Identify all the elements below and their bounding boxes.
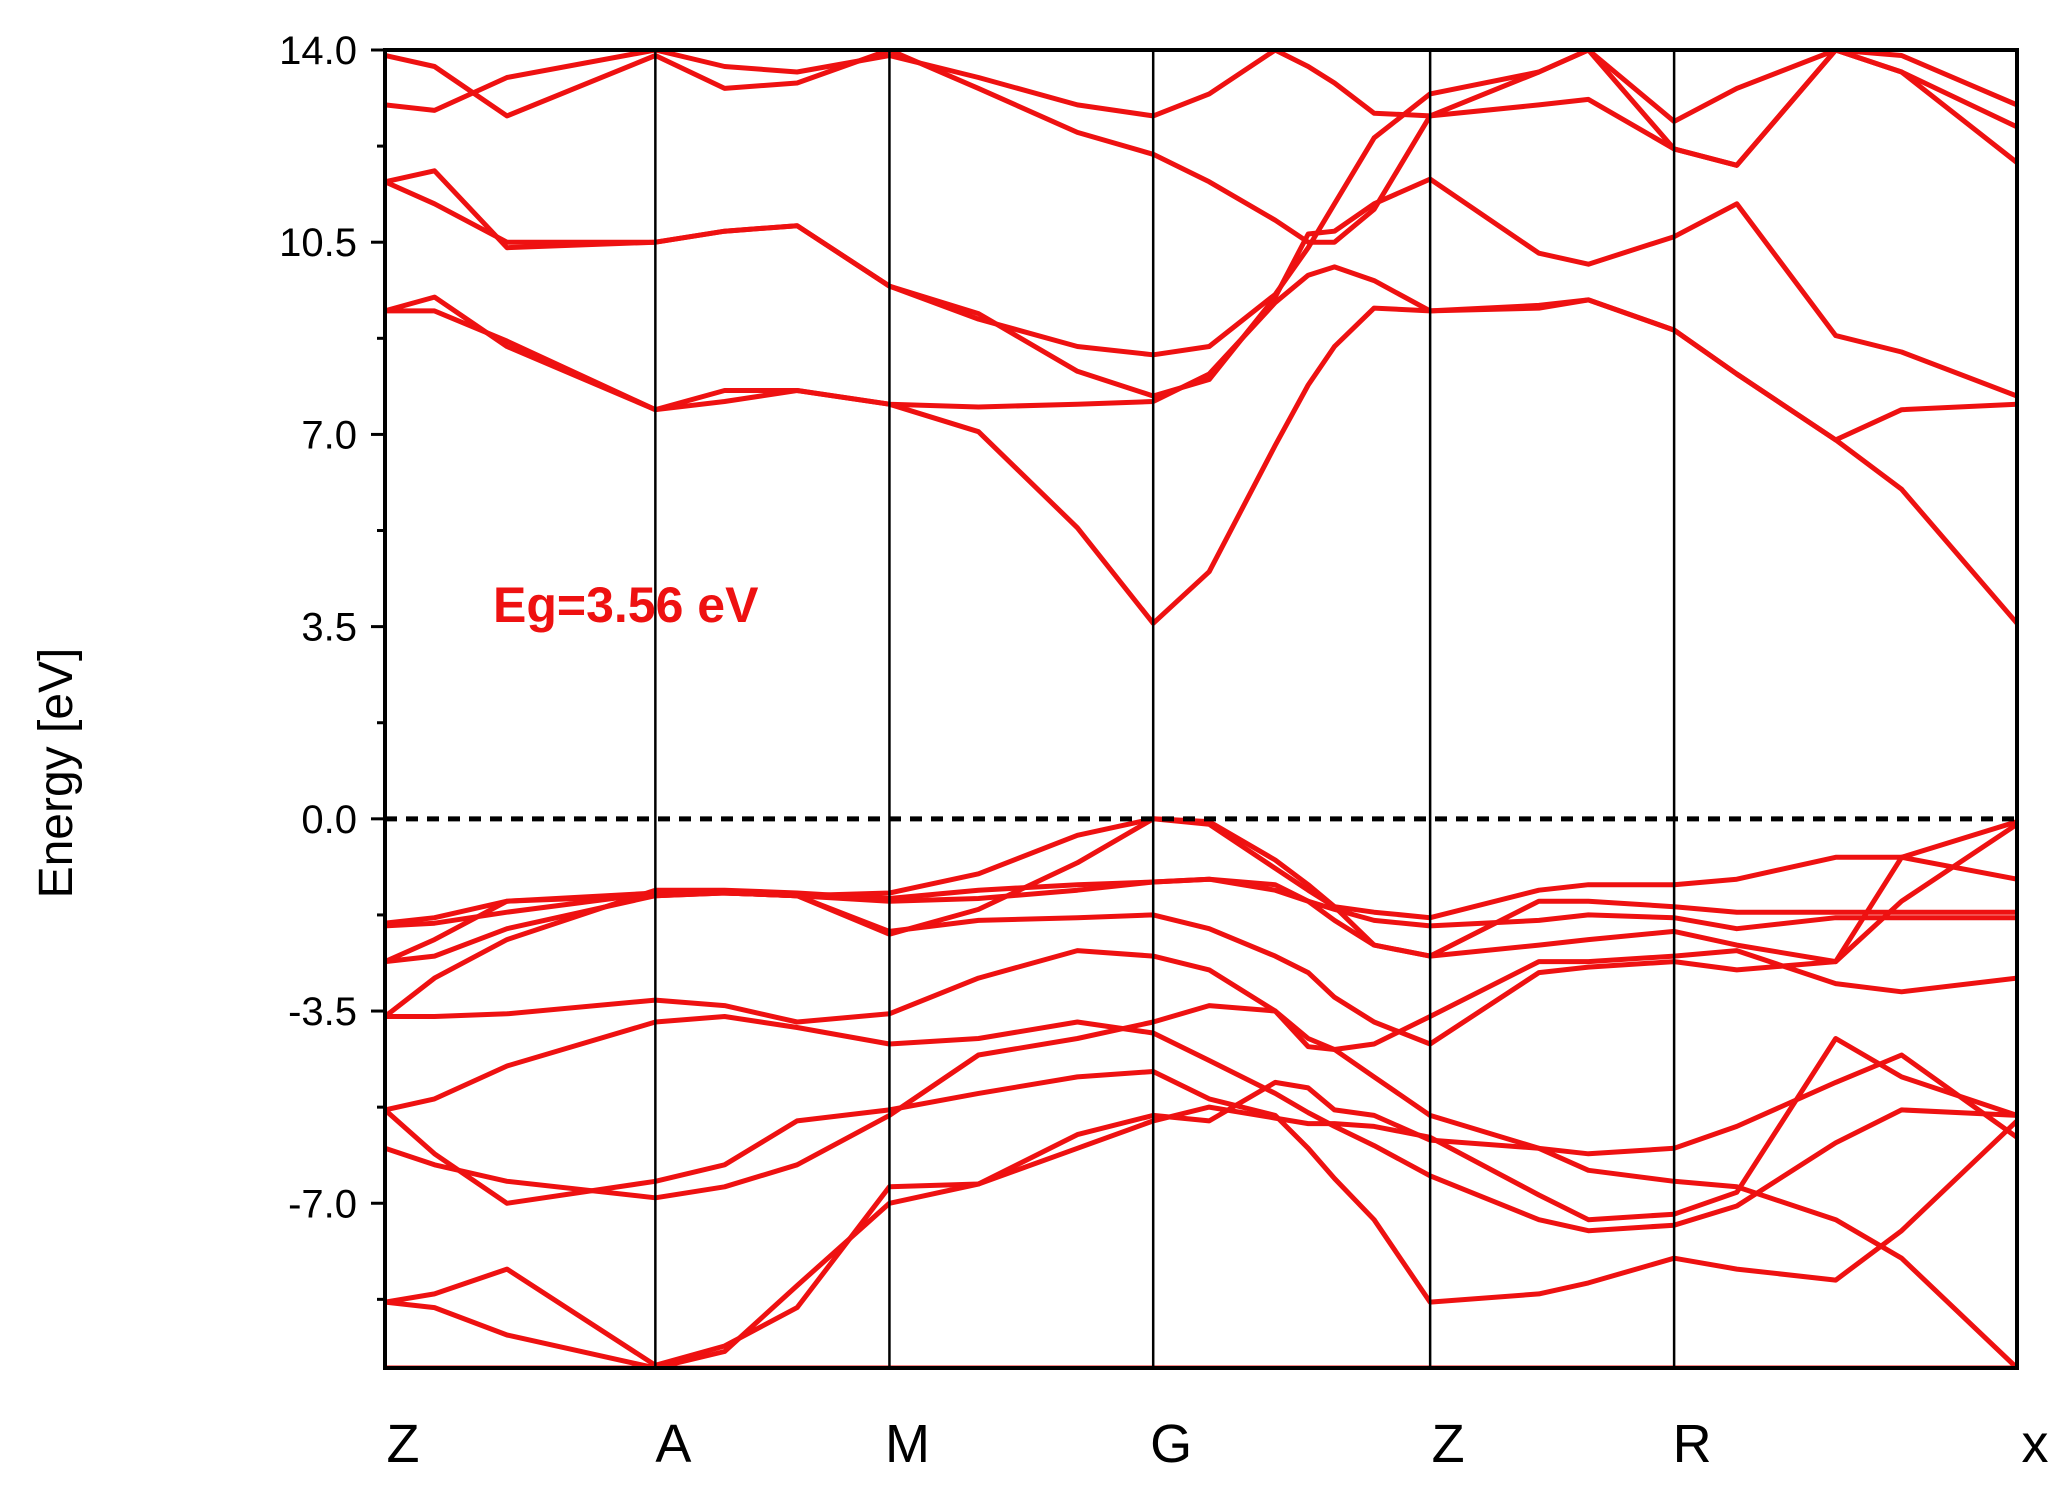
- y-tick-label: -3.5: [288, 990, 357, 1034]
- y-tick-label: 0.0: [301, 798, 357, 842]
- y-tick-label: 10.5: [279, 221, 357, 265]
- band-line-4: [385, 1069, 2017, 1305]
- k-point-divider-lines: [654, 50, 1676, 1368]
- band-line-6: [385, 948, 2017, 1157]
- band-line-9: [385, 822, 2017, 1019]
- band-line-5: [385, 1014, 2017, 1234]
- k-point-label-G: G: [1150, 1414, 1192, 1474]
- band-gap-annotation: Eg=3.56 eV: [493, 577, 759, 633]
- k-point-label-Z: Z: [1432, 1414, 1465, 1474]
- k-point-label-Z: Z: [387, 1414, 420, 1474]
- band-line-13: [385, 264, 2017, 443]
- y-axis-ticks: [371, 48, 385, 1301]
- band-line-15: [385, 168, 2017, 399]
- y-axis-label: Energy [eV]: [30, 648, 83, 899]
- y-tick-label: -7.0: [288, 1182, 357, 1226]
- k-point-label-M: M: [885, 1414, 930, 1474]
- y-tick-label: 3.5: [301, 606, 357, 650]
- band-line-18: [385, 50, 2017, 168]
- band-line-11: [385, 819, 2017, 1047]
- band-line-12: [385, 816, 2017, 964]
- band-line-7: [385, 948, 2017, 1201]
- band-line-8: [385, 816, 2017, 965]
- k-point-label-x: x: [2022, 1414, 2049, 1474]
- band-lines: [385, 50, 2017, 1368]
- k-point-label-A: A: [655, 1414, 691, 1474]
- band-line-3: [385, 1079, 2017, 1368]
- band-line-17: [385, 50, 2017, 245]
- band-line-2: [385, 1036, 2017, 1368]
- k-point-label-R: R: [1673, 1414, 1712, 1474]
- y-tick-label: 14.0: [279, 29, 357, 73]
- y-axis-tick-labels: 14.0 10.5 7.0 3.5 0.0 -3.5 -7.0: [279, 29, 357, 1226]
- band-line-14: [385, 294, 2017, 626]
- y-tick-label: 7.0: [301, 413, 357, 457]
- plot-frame: [383, 48, 2019, 1370]
